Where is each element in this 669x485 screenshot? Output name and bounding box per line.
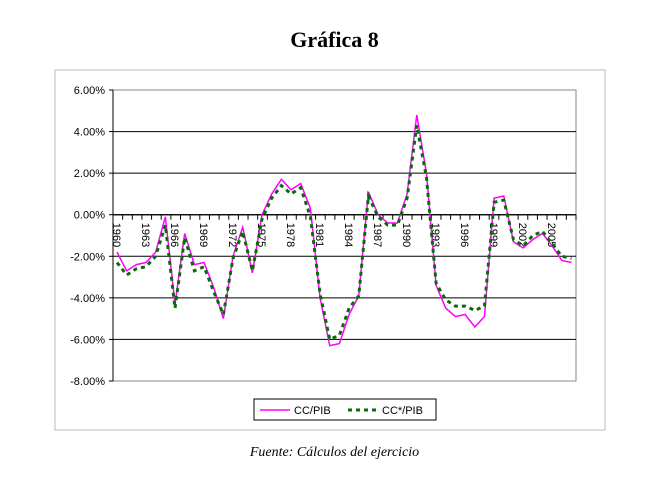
x-tick-label: 1969 bbox=[197, 223, 209, 247]
x-tick-label: 1963 bbox=[139, 223, 151, 247]
series-line-1 bbox=[115, 125, 572, 342]
y-tick-label: 0.00% bbox=[74, 210, 105, 222]
y-tick-label: -6.00% bbox=[70, 334, 105, 346]
x-tick-label: 1978 bbox=[284, 223, 296, 247]
x-tick-label: 1990 bbox=[400, 223, 412, 247]
y-tick-label: -8.00% bbox=[70, 376, 105, 388]
x-tick-label: 1966 bbox=[168, 223, 180, 247]
chart-source: Fuente: Cálculos del ejercicio bbox=[249, 445, 420, 460]
legend: CC/PIB CC*/PIB bbox=[253, 398, 437, 421]
y-tick-label: 6.00% bbox=[74, 85, 105, 97]
x-tick-label: 2002 bbox=[516, 223, 528, 247]
plot-area bbox=[112, 89, 577, 382]
chart-frame bbox=[54, 69, 606, 431]
legend-label: CC/PIB bbox=[294, 405, 331, 417]
x-tick-label: 1996 bbox=[458, 223, 470, 247]
x-tick-label: 1981 bbox=[313, 223, 325, 247]
series-line-0 bbox=[116, 114, 572, 347]
y-tick-label: -2.00% bbox=[70, 251, 105, 263]
y-tick-label: 2.00% bbox=[74, 168, 105, 180]
legend-box bbox=[253, 398, 437, 421]
legend-label: CC*/PIB bbox=[382, 405, 423, 417]
x-tick-label: 1972 bbox=[226, 223, 238, 247]
y-tick-label: -4.00% bbox=[70, 293, 105, 305]
x-tick-label: 1960 bbox=[110, 223, 122, 247]
chart-title: Gráfica 8 bbox=[290, 27, 379, 52]
x-tick-label: 1987 bbox=[371, 223, 383, 247]
y-tick-label: 4.00% bbox=[74, 127, 105, 139]
x-tick-label: 1984 bbox=[342, 223, 354, 247]
